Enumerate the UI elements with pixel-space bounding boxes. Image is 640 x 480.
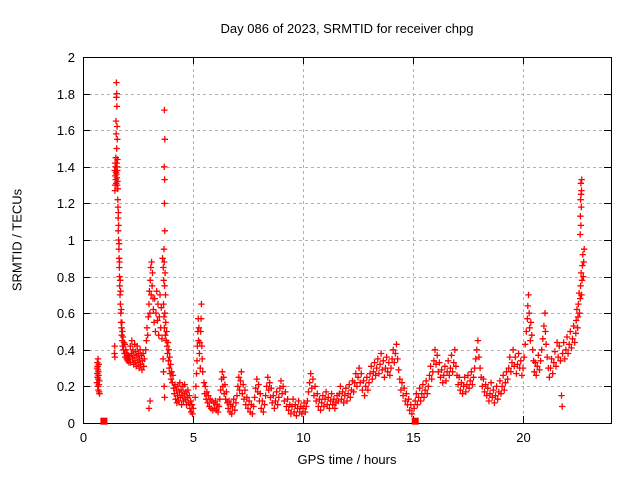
y-tick-label: 0.2	[57, 379, 75, 394]
data-point-square	[411, 417, 419, 425]
data-points-plus	[93, 79, 588, 419]
y-axis-label: SRMTID / TECUs	[9, 188, 25, 292]
y-tick-label: 0.4	[57, 343, 75, 358]
y-tick-label: 1.6	[57, 123, 75, 138]
y-tick-label: 1.8	[57, 87, 75, 102]
x-tick-label: 20	[516, 430, 530, 445]
y-tick-label: 1	[68, 233, 75, 248]
y-tick-label: 1.2	[57, 196, 75, 211]
y-tick-label: 1.4	[57, 160, 75, 175]
x-tick-label: 0	[80, 430, 87, 445]
data-point-square	[100, 417, 108, 425]
x-tick-label: 10	[296, 430, 310, 445]
x-axis-label: GPS time / hours	[297, 452, 397, 467]
chart-title: Day 086 of 2023, SRMTID for receiver chp…	[220, 21, 474, 36]
y-tick-label: 0.6	[57, 306, 75, 321]
x-tick-label: 5	[190, 430, 197, 445]
y-tick-label: 2	[68, 50, 75, 65]
y-tick-label: 0	[68, 416, 75, 431]
y-tick-label: 0.8	[57, 270, 75, 285]
x-tick-label: 15	[406, 430, 420, 445]
